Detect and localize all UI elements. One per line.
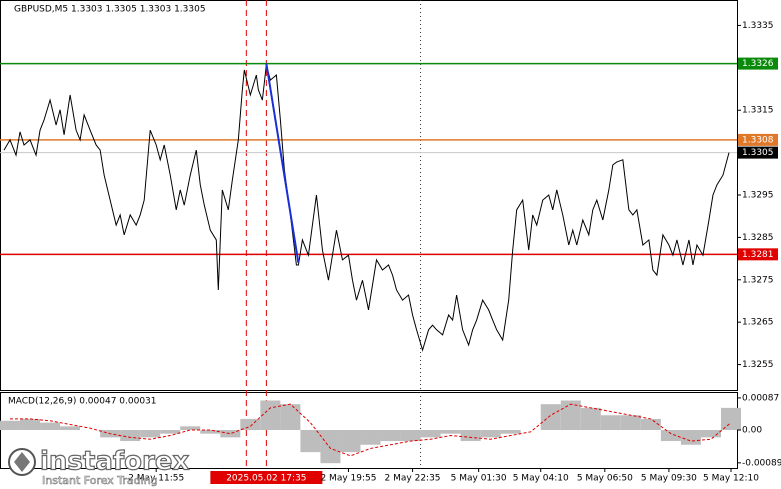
price-line [3, 64, 730, 352]
macd-histogram-bar [540, 404, 561, 430]
macd-histogram-bar [120, 430, 141, 442]
watermark-logo-mark [14, 452, 30, 472]
level-label-box [738, 57, 778, 70]
macd-histogram-bar [380, 430, 401, 442]
watermark-brand: instaforex [40, 447, 190, 477]
watermark-tagline: Instant Forex Trading [42, 474, 158, 487]
y-tick-label: 1.3285 [742, 233, 774, 243]
time-marker-label: 2025.05.02 17:35 [226, 474, 306, 484]
macd-histogram-bar [620, 415, 641, 430]
y-tick-label: 1.3295 [742, 191, 774, 201]
level-label-box [738, 133, 778, 146]
level-label: 1.3281 [742, 250, 774, 260]
macd-histogram-bar [140, 430, 161, 438]
macd-histogram-bar [340, 430, 361, 453]
macd-histogram-bar [600, 415, 621, 430]
macd-histogram-bar [640, 418, 661, 430]
macd-histogram-bar [220, 430, 241, 438]
macd-histogram-bar [440, 430, 461, 434]
level-label: 1.3305 [742, 148, 774, 158]
macd-histogram-bar [680, 430, 701, 445]
macd-signal-line [10, 403, 732, 457]
watermark: instaforex Instant Forex Trading [8, 446, 190, 487]
macd-histogram-bar [300, 430, 321, 453]
chart-title: GBPUSD,M5 1.3303 1.3305 1.3303 1.3305 [14, 5, 206, 15]
macd-histogram-bar [400, 430, 421, 442]
macd-histogram-bar [420, 430, 441, 438]
macd-histogram-bar [0, 420, 21, 430]
x-tick-label: 5 May 06:50 [577, 474, 633, 484]
level-label: 1.3308 [742, 135, 774, 145]
macd-histogram-bar [660, 430, 681, 442]
macd-histogram-bar [160, 430, 181, 434]
y-tick-label: 1.3275 [742, 275, 774, 285]
time-marker-box [210, 471, 323, 484]
y-tick-label: 1.3265 [742, 318, 774, 328]
level-label-box [738, 248, 778, 261]
x-tick-label: 2 May 22:35 [385, 474, 441, 484]
macd-histogram-bar [180, 426, 201, 430]
macd-histogram-bar [360, 430, 381, 445]
macd-histogram-bar [60, 426, 81, 430]
macd-histogram-bar [580, 407, 601, 430]
macd-histogram-bar [40, 422, 61, 430]
y-tick-label: 1.3335 [742, 21, 774, 31]
macd-y-tick-label: 0.00 [742, 426, 762, 436]
x-tick-label: 5 May 09:30 [641, 474, 697, 484]
macd-histogram-bar [480, 430, 501, 438]
x-tick-label: 5 May 04:10 [513, 474, 569, 484]
macd-histogram-bar [560, 400, 581, 430]
level-label: 1.3326 [742, 59, 774, 69]
macd-histogram-bar [280, 404, 301, 430]
level-label-box [738, 146, 778, 159]
macd-histogram-bar [500, 430, 521, 434]
y-tick-label: 1.3315 [742, 106, 774, 116]
x-tick-label: 2 May 19:55 [320, 474, 376, 484]
trendline [265, 63, 300, 263]
macd-histogram-bar [720, 407, 742, 430]
x-tick-label: 5 May 12:10 [703, 474, 759, 484]
macd-histogram-bar [260, 400, 281, 430]
macd-y-tick-label: -0.00089 [742, 458, 781, 468]
macd-title: MACD(12,26,9) 0.00047 0.00031 [8, 397, 157, 407]
macd-histogram-bar [240, 418, 261, 430]
y-tick-label: 1.3255 [742, 360, 774, 370]
macd-histogram-bar [20, 418, 41, 430]
macd-histogram-bar [460, 430, 481, 442]
macd-histogram-bar [200, 430, 221, 434]
macd-histogram-bar [320, 430, 341, 464]
macd-histogram-bar [700, 430, 721, 438]
x-tick-label: 5 May 01:30 [451, 474, 507, 484]
x-tick-label: 2 May 11:55 [128, 474, 184, 484]
macd-y-tick-label: 0.00087 [742, 393, 779, 403]
